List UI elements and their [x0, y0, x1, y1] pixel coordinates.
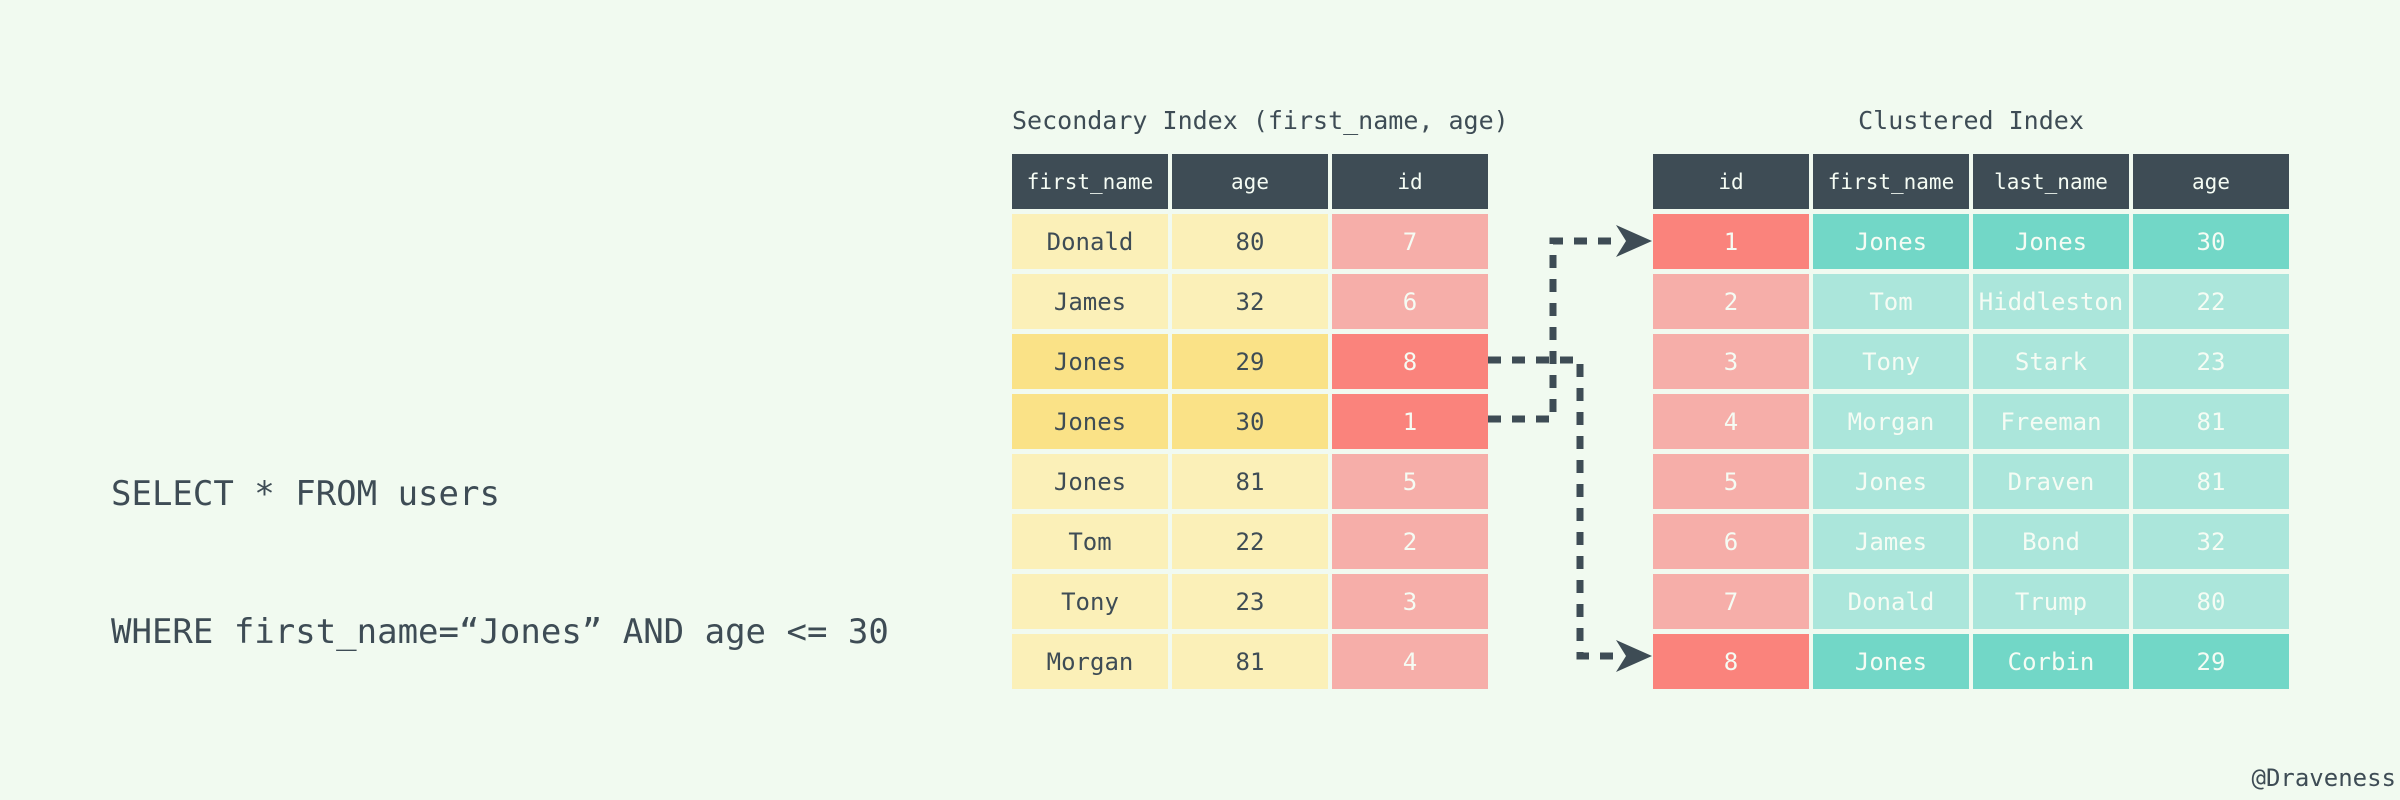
secondary-cell-id: 5	[1332, 454, 1488, 509]
sql-query: SELECT * FROM users WHERE first_name=“Jo…	[111, 379, 889, 747]
secondary-index-title: Secondary Index (first_name, age)	[1012, 106, 1509, 135]
clustered-cell-last-name: Hiddleston	[1973, 274, 2129, 329]
clustered-cell-first-name: Donald	[1813, 574, 1969, 629]
clustered-cell-id: 3	[1653, 334, 1809, 389]
clustered-cell-age-highlighted: 30	[2133, 214, 2289, 269]
secondary-cell-first-name: James	[1012, 274, 1168, 329]
clustered-cell-last-name: Freeman	[1973, 394, 2129, 449]
secondary-cell-first-name: Morgan	[1012, 634, 1168, 689]
clustered-header-last-name: last_name	[1973, 154, 2129, 209]
clustered-cell-first-name: Tom	[1813, 274, 1969, 329]
secondary-header-id: id	[1332, 154, 1488, 209]
secondary-cell-age: 22	[1172, 514, 1328, 569]
secondary-cell-first-name: Jones	[1012, 454, 1168, 509]
clustered-cell-age: 32	[2133, 514, 2289, 569]
arrow-id1-path	[1488, 237, 1618, 423]
clustered-cell-age: 22	[2133, 274, 2289, 329]
clustered-cell-first-name: Jones	[1813, 454, 1969, 509]
sql-query-line-1: SELECT * FROM users	[111, 474, 500, 514]
secondary-cell-id: 7	[1332, 214, 1488, 269]
clustered-cell-age: 23	[2133, 334, 2289, 389]
secondary-header-age: age	[1172, 154, 1328, 209]
secondary-cell-id: 6	[1332, 274, 1488, 329]
arrow-id8-path	[1488, 356, 1618, 660]
clustered-cell-last-name: Draven	[1973, 454, 2129, 509]
secondary-cell-first-name-highlighted: Jones	[1012, 334, 1168, 389]
clustered-cell-first-name: Tony	[1813, 334, 1969, 389]
clustered-cell-last-name: Trump	[1973, 574, 2129, 629]
arrowhead-id1-icon	[1616, 225, 1652, 257]
secondary-cell-age: 81	[1172, 454, 1328, 509]
secondary-cell-age-highlighted: 29	[1172, 334, 1328, 389]
clustered-cell-last-name-highlighted: Corbin	[1973, 634, 2129, 689]
clustered-cell-id: 6	[1653, 514, 1809, 569]
secondary-cell-first-name: Tony	[1012, 574, 1168, 629]
clustered-cell-first-name: James	[1813, 514, 1969, 569]
secondary-cell-first-name: Tom	[1012, 514, 1168, 569]
clustered-cell-id-highlighted: 8	[1653, 634, 1809, 689]
clustered-cell-age-highlighted: 29	[2133, 634, 2289, 689]
clustered-cell-id: 5	[1653, 454, 1809, 509]
clustered-index-table: id first_name last_name age 1 Jones Jone…	[1653, 154, 2289, 689]
clustered-cell-last-name-highlighted: Jones	[1973, 214, 2129, 269]
secondary-header-first-name: first_name	[1012, 154, 1168, 209]
clustered-header-first-name: first_name	[1813, 154, 1969, 209]
clustered-cell-last-name: Stark	[1973, 334, 2129, 389]
secondary-cell-age: 23	[1172, 574, 1328, 629]
clustered-cell-age: 80	[2133, 574, 2289, 629]
clustered-header-id: id	[1653, 154, 1809, 209]
clustered-cell-id-highlighted: 1	[1653, 214, 1809, 269]
secondary-cell-first-name-highlighted: Jones	[1012, 394, 1168, 449]
secondary-cell-id-highlighted: 1	[1332, 394, 1488, 449]
secondary-cell-id: 2	[1332, 514, 1488, 569]
clustered-cell-last-name: Bond	[1973, 514, 2129, 569]
arrowhead-id8-icon	[1616, 640, 1652, 672]
sql-query-line-2: WHERE first_name=“Jones” AND age <= 30	[111, 612, 889, 652]
secondary-cell-age: 81	[1172, 634, 1328, 689]
secondary-cell-id: 3	[1332, 574, 1488, 629]
clustered-cell-id: 4	[1653, 394, 1809, 449]
clustered-cell-first-name-highlighted: Jones	[1813, 214, 1969, 269]
clustered-cell-first-name-highlighted: Jones	[1813, 634, 1969, 689]
clustered-index-title: Clustered Index	[1858, 106, 2084, 135]
secondary-cell-id: 4	[1332, 634, 1488, 689]
clustered-cell-age: 81	[2133, 394, 2289, 449]
secondary-cell-age-highlighted: 30	[1172, 394, 1328, 449]
secondary-index-table: first_name age id Donald 80 7 James 32 6…	[1012, 154, 1488, 689]
secondary-cell-first-name: Donald	[1012, 214, 1168, 269]
clustered-cell-age: 81	[2133, 454, 2289, 509]
clustered-cell-id: 7	[1653, 574, 1809, 629]
secondary-cell-age: 32	[1172, 274, 1328, 329]
secondary-cell-id-highlighted: 8	[1332, 334, 1488, 389]
clustered-cell-id: 2	[1653, 274, 1809, 329]
secondary-cell-age: 80	[1172, 214, 1328, 269]
credit: @Draveness	[2251, 764, 2397, 792]
clustered-header-age: age	[2133, 154, 2289, 209]
clustered-cell-first-name: Morgan	[1813, 394, 1969, 449]
